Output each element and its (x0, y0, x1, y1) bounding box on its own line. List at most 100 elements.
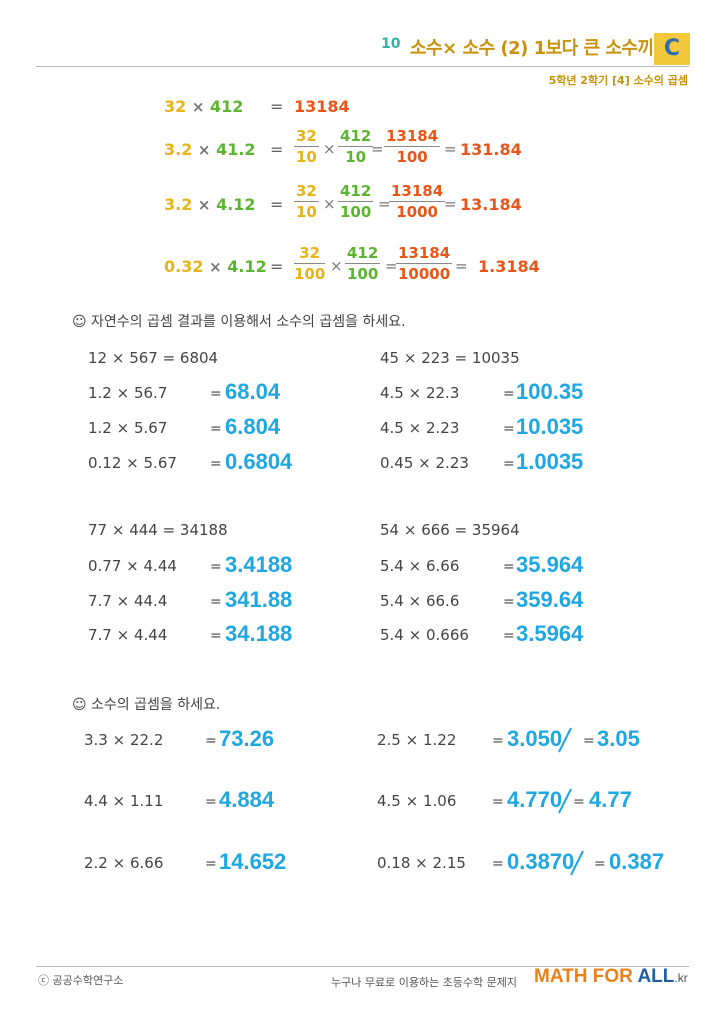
example-row-3: 3.2 × 4.12 (164, 195, 256, 214)
product-result: 13.184 (460, 195, 522, 214)
equals-sign: = (492, 794, 504, 810)
problem-expression: 5.4 × 66.6 (380, 592, 460, 610)
problem-expression: 1.2 × 5.67 (88, 419, 168, 437)
equals-sign: = (503, 559, 515, 575)
problem-expression: 2.2 × 6.66 (84, 854, 164, 872)
factor-b: 4.12 (227, 257, 267, 276)
problem-expression: 0.77 × 4.44 (88, 557, 177, 575)
numerator: 32 (294, 244, 326, 264)
fraction-a: 32 10 (294, 182, 319, 222)
equals-sign: = (444, 195, 457, 213)
equals-sign: = (205, 794, 217, 810)
fraction-product: 13184 10000 (396, 244, 453, 284)
problem-expression: 5.4 × 0.666 (380, 626, 469, 644)
times-sign: × (197, 141, 211, 159)
equals-sign: = (573, 794, 585, 810)
level-badge: C (654, 33, 690, 65)
times-sign: × (191, 98, 205, 116)
denominator: 10 (345, 148, 367, 166)
fraction-b: 412 10 (338, 127, 374, 167)
fraction-a: 32 10 (294, 127, 319, 167)
section-2-instruction: ☺ 소수의 곱셈을 하세요. (72, 697, 221, 713)
given-equation: 45 × 223 = 10035 (380, 349, 520, 367)
times-sign: × (209, 258, 222, 276)
product-result: 131.84 (460, 140, 522, 159)
equals-sign: = (385, 257, 398, 275)
logo-math: MATH FOR (534, 966, 638, 987)
answer-value: 73.26 (219, 726, 275, 751)
footer-tagline: 누구나 무료로 이용하는 초등수학 문제지 (331, 976, 518, 989)
equals-sign: = (594, 856, 606, 872)
given-equation: 77 × 444 = 34188 (88, 521, 228, 539)
equals-sign: = (210, 386, 222, 402)
lesson-number: 10 (381, 36, 401, 52)
equals-sign: = (210, 421, 222, 437)
equals-sign: = (270, 140, 284, 159)
equals-sign: = (503, 421, 515, 437)
equals-sign: = (492, 733, 504, 749)
equals-sign: = (503, 456, 515, 472)
strike-mark (558, 788, 572, 814)
numerator: 412 (338, 182, 374, 202)
denominator: 1000 (396, 203, 438, 221)
answer-value: 35.964 (516, 552, 584, 577)
equals-sign: = (205, 856, 217, 872)
product-result: 13184 (294, 97, 350, 116)
product-result: 1.3184 (478, 257, 540, 276)
strike-mark (570, 850, 584, 876)
equals-sign: = (503, 628, 515, 644)
problem-expression: 2.5 × 1.22 (377, 731, 457, 749)
site-logo: MATH FOR ALL.kr (534, 966, 688, 988)
equals-sign: = (492, 856, 504, 872)
example-row-2: 3.2 × 41.2 (164, 140, 256, 159)
answer-value: 0.6804 (225, 449, 293, 474)
fraction-b: 412 100 (338, 182, 374, 222)
worksheet-subtitle: 5학년 2학기 [4] 소수의 곱셈 (548, 74, 688, 87)
equals-sign: = (205, 733, 217, 749)
strike-mark (558, 727, 572, 753)
given-equation: 54 × 666 = 35964 (380, 521, 520, 539)
fraction-a: 32 100 (294, 244, 326, 284)
answer-simplified: 0.387 (609, 849, 665, 874)
answer-value: 14.652 (219, 849, 287, 874)
problem-expression: 4.5 × 2.23 (380, 419, 460, 437)
given-equation: 12 × 567 = 6804 (88, 349, 219, 367)
denominator: 10 (296, 203, 317, 221)
logo-all: ALL (637, 966, 675, 987)
numerator: 412 (338, 127, 374, 147)
problem-expression: 4.5 × 22.3 (380, 384, 460, 402)
fraction-b: 412 100 (345, 244, 381, 284)
equals-sign: = (444, 140, 457, 158)
equals-sign: = (210, 628, 222, 644)
answer-unsimplified: 3.050 (507, 726, 563, 751)
numerator: 32 (294, 182, 319, 202)
denominator: 10000 (398, 265, 451, 283)
section-1-instruction: ☺ 자연수의 곱셈 결과를 이용해서 소수의 곱셈을 하세요. (72, 314, 406, 330)
answer-value: 10.035 (516, 414, 584, 439)
problem-expression: 0.18 × 2.15 (377, 854, 466, 872)
times-sign: × (323, 195, 336, 213)
answer-unsimplified: 4.770 (507, 787, 563, 812)
problem-expression: 7.7 × 4.44 (88, 626, 168, 644)
factor-a: 3.2 (164, 140, 193, 159)
answer-value: 3.4188 (225, 552, 293, 577)
fraction-product: 13184 1000 (389, 182, 446, 222)
equals-sign: = (210, 594, 222, 610)
equals-sign: = (270, 195, 284, 214)
denominator: 10 (296, 148, 317, 166)
equals-sign: = (503, 386, 515, 402)
answer-value: 3.5964 (516, 621, 584, 646)
answer-value: 68.04 (225, 379, 281, 404)
answer-value: 359.64 (516, 587, 584, 612)
denominator: 100 (294, 265, 326, 283)
equals-sign: = (270, 97, 284, 116)
denominator: 100 (396, 148, 428, 166)
header-divider (36, 66, 689, 67)
answer-value: 1.0035 (516, 449, 584, 474)
factor-b: 41.2 (216, 140, 256, 159)
example-row-4: 0.32 × 4.12 (164, 257, 267, 276)
factor-b: 4.12 (216, 195, 256, 214)
problem-expression: 5.4 × 6.66 (380, 557, 460, 575)
answer-value: 341.88 (225, 587, 293, 612)
